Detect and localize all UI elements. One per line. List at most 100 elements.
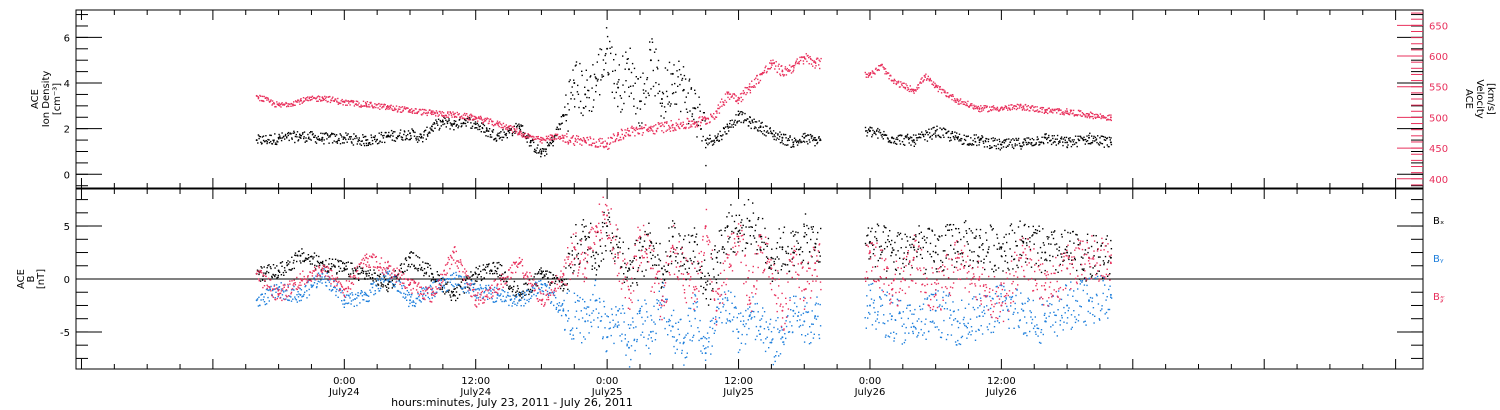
data-point <box>923 235 925 238</box>
data-point <box>947 136 950 139</box>
data-point <box>443 287 446 289</box>
data-point <box>909 85 911 87</box>
data-point <box>751 119 753 121</box>
data-point <box>327 270 329 272</box>
data-point <box>714 118 716 120</box>
data-point <box>506 294 509 296</box>
data-point <box>804 57 806 60</box>
data-point <box>443 285 445 287</box>
data-point <box>1041 111 1043 113</box>
data-point <box>602 75 605 77</box>
data-point <box>412 130 414 132</box>
data-point <box>368 275 370 277</box>
data-point <box>326 101 328 103</box>
data-point <box>919 133 921 135</box>
data-point <box>1041 108 1043 111</box>
data-point <box>992 228 994 230</box>
data-point <box>1054 109 1056 112</box>
data-point <box>1030 266 1033 268</box>
data-point <box>289 269 292 271</box>
data-point <box>650 257 653 260</box>
data-point <box>597 326 599 328</box>
data-point <box>655 332 657 335</box>
data-point <box>389 280 391 283</box>
data-point <box>329 135 331 137</box>
data-point <box>799 59 802 62</box>
data-point <box>659 318 661 321</box>
data-point <box>372 143 374 145</box>
data-point <box>540 151 543 153</box>
data-point <box>926 131 929 133</box>
data-point <box>766 245 768 247</box>
data-point <box>629 260 631 262</box>
data-point <box>291 256 293 258</box>
data-point <box>589 137 592 140</box>
data-point <box>365 292 367 295</box>
data-point <box>1109 256 1112 259</box>
data-point <box>931 134 933 137</box>
data-point <box>447 278 450 280</box>
data-point <box>922 246 924 249</box>
data-point <box>387 135 390 138</box>
data-point <box>677 85 679 87</box>
data-point <box>361 291 363 293</box>
data-point <box>910 88 912 91</box>
data-point <box>751 226 753 228</box>
data-point <box>444 117 446 119</box>
data-point <box>373 106 375 108</box>
data-point <box>292 298 294 300</box>
data-point <box>776 71 779 73</box>
data-point <box>979 228 982 231</box>
data-point <box>731 96 733 98</box>
data-point <box>355 103 357 105</box>
data-point <box>684 235 686 237</box>
data-point <box>407 265 409 268</box>
data-point <box>527 133 529 136</box>
data-point <box>994 108 996 111</box>
data-point <box>271 100 274 102</box>
data-point <box>741 250 744 252</box>
data-point <box>455 291 458 293</box>
velocity-tick-label: 400 <box>1429 175 1448 186</box>
data-point <box>557 311 559 313</box>
data-point <box>1102 117 1104 119</box>
data-point <box>711 115 713 117</box>
data-point <box>1015 108 1018 111</box>
data-point <box>310 96 312 98</box>
data-point <box>572 69 574 71</box>
data-point <box>1039 107 1041 109</box>
data-point <box>663 265 665 267</box>
data-point <box>819 60 821 63</box>
data-point <box>908 138 910 141</box>
data-point <box>718 139 721 142</box>
data-point <box>329 136 331 138</box>
data-point <box>652 85 655 88</box>
data-point <box>435 280 437 283</box>
data-point <box>725 253 727 255</box>
data-point <box>679 235 681 237</box>
data-point <box>976 106 978 108</box>
data-point <box>287 103 289 105</box>
data-point <box>935 84 938 87</box>
data-point <box>705 142 708 144</box>
data-point <box>1015 240 1017 243</box>
data-point <box>689 339 691 341</box>
data-point <box>1029 106 1031 108</box>
data-point <box>696 243 698 246</box>
data-point <box>262 275 264 277</box>
data-point <box>441 285 443 287</box>
data-point <box>1051 108 1053 110</box>
data-point <box>425 112 428 114</box>
data-point <box>314 268 317 270</box>
data-point <box>685 126 687 129</box>
data-point <box>959 98 962 100</box>
data-point <box>568 265 570 267</box>
data-point <box>1050 111 1053 113</box>
data-point <box>264 293 266 295</box>
data-point <box>507 295 510 297</box>
data-point <box>667 264 669 266</box>
data-point <box>288 103 290 105</box>
data-point <box>923 79 925 81</box>
data-point <box>624 334 626 336</box>
data-point <box>287 285 289 287</box>
